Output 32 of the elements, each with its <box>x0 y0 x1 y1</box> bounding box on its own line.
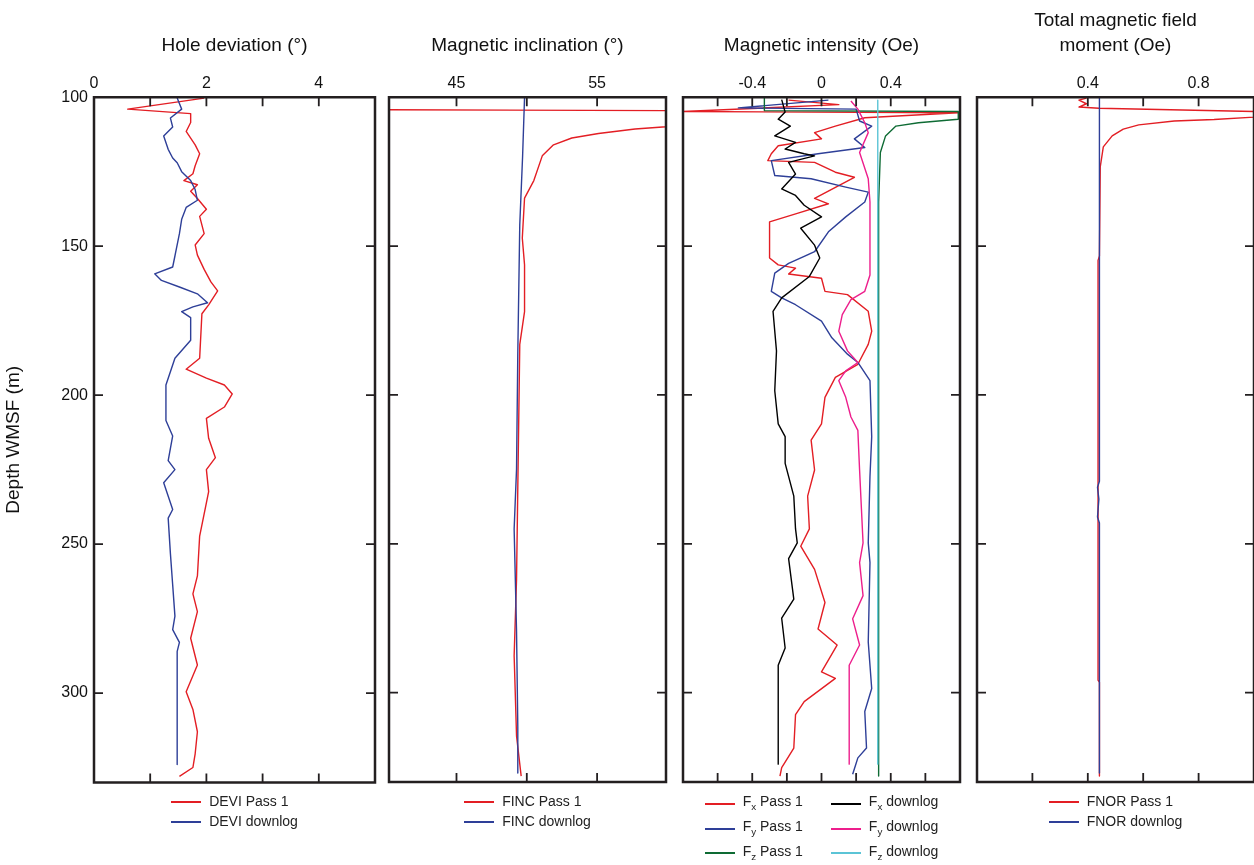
chart-title: Magnetic intensity (Oe) <box>723 33 920 57</box>
x-tick-label: 0.4 <box>1076 74 1100 92</box>
x-tick-label: 55 <box>588 74 607 92</box>
x-tick-label: 45 <box>447 74 466 92</box>
legend-label: FNOR downlog <box>1086 812 1183 831</box>
legend-label: FINC downlog <box>502 812 591 831</box>
legend-label: F$_{x}$ Pass 1 <box>742 792 803 814</box>
legend-label: F$_{z}$ Pass 1 <box>742 841 803 864</box>
x-tick-label: 0 <box>89 74 99 92</box>
x-tick-label: 0.8 <box>1187 74 1210 92</box>
chart-title: Magnetic inclination (°) <box>431 33 624 57</box>
legend-label: FNOR Pass 1 <box>1086 792 1173 811</box>
legend-label: F$_{x}$ downlog <box>868 792 939 814</box>
legend-label: F$_{z}$ downlog <box>868 841 939 864</box>
legend-label: FINC Pass 1 <box>502 792 582 811</box>
x-tick-label: 0.4 <box>879 74 902 92</box>
y-tick-label: 100 <box>61 87 89 105</box>
y-axis-title: Depth WMSF (m) <box>1 365 23 514</box>
chart-title: Total magnetic field moment (Oe) <box>1033 8 1198 57</box>
x-tick-label: -0.4 <box>738 74 767 92</box>
y-tick-label: 300 <box>61 683 89 701</box>
y-tick-label: 200 <box>61 385 89 403</box>
y-tick-label: 150 <box>61 236 89 254</box>
y-tick-label: 250 <box>61 534 89 552</box>
chart-title: Hole deviation (°) <box>161 33 308 57</box>
x-tick-label: 0 <box>817 74 827 92</box>
legend-label: F$_{y}$ Pass 1 <box>742 816 803 839</box>
x-tick-label: 2 <box>201 74 211 92</box>
legend-label: F$_{y}$ downlog <box>868 816 939 839</box>
legend-label: DEVI Pass 1 <box>209 792 289 811</box>
legend-label: DEVI downlog <box>209 812 298 831</box>
x-tick-label: 4 <box>314 74 324 92</box>
